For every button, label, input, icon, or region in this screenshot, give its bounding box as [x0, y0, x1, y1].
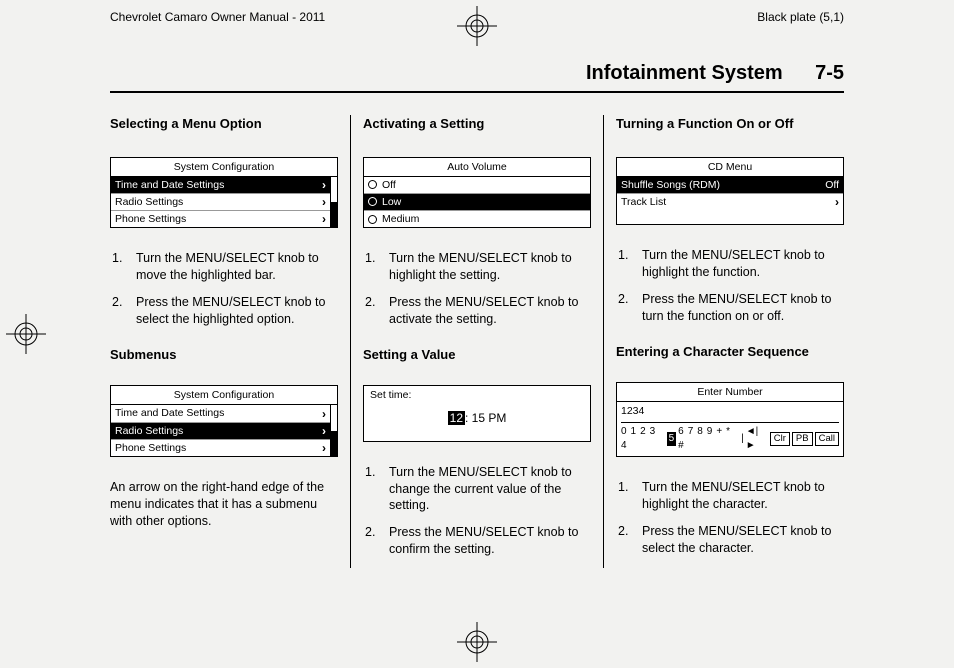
screen-auto-volume: Auto Volume Off Low Medium: [363, 157, 591, 229]
menu-row-label: Phone Settings: [115, 441, 186, 455]
step-item: Turn the MENU/SELECT knob to move the hi…: [110, 250, 338, 284]
menu-row: Track List ›: [617, 194, 843, 210]
menu-row-label: Shuffle Songs (RDM): [621, 178, 720, 192]
page-title: Infotainment System: [586, 62, 783, 84]
screen-set-time: Set time: 12: 15 PM: [363, 385, 591, 441]
step-item: Turn the MENU/SELECT knob to change the …: [363, 464, 591, 515]
menu-row: Radio Settings ›: [111, 423, 330, 440]
step-item: Turn the MENU/SELECT knob to highlight t…: [616, 247, 844, 281]
heading-setting-value: Setting a Value: [363, 346, 591, 364]
screen-system-config-1: System Configuration Time and Date Setti…: [110, 157, 338, 229]
scrollbar-icon: [330, 177, 337, 228]
menu-row-label: Track List: [621, 195, 666, 209]
step-item: Press the MENU/SELECT knob to confirm th…: [363, 524, 591, 558]
column-1: Selecting a Menu Option System Configura…: [110, 115, 350, 568]
radio-icon: [368, 180, 377, 189]
crop-mark-top: [457, 6, 497, 46]
menu-row-label: Low: [382, 195, 401, 209]
chevron-right-icon: ›: [322, 179, 326, 191]
screen-enter-number: Enter Number 1234 0 1 2 3 4 5 6 7 8 9 + …: [616, 382, 844, 457]
screen-title: Enter Number: [617, 383, 843, 402]
header-right: Black plate (5,1): [757, 10, 844, 24]
menu-row-label: Time and Date Settings: [115, 178, 224, 192]
heading-submenus: Submenus: [110, 346, 338, 364]
steps-list: Turn the MENU/SELECT knob to highlight t…: [616, 479, 844, 557]
chevron-right-icon: ›: [322, 196, 326, 208]
screen-title: Auto Volume: [364, 158, 590, 177]
keypad-row: 0 1 2 3 4 5 6 7 8 9 + * # |◄|► Clr PB Ca…: [621, 422, 839, 456]
step-item: Press the MENU/SELECT knob to turn the f…: [616, 291, 844, 325]
menu-row: Time and Date Settings ›: [111, 405, 330, 422]
heading-entering-chars: Entering a Character Sequence: [616, 343, 844, 361]
step-item: Press the MENU/SELECT knob to select the…: [616, 523, 844, 557]
crop-mark-bottom: [457, 622, 497, 662]
highlighted-key: 5: [667, 432, 677, 446]
column-2: Activating a Setting Auto Volume Off Low M…: [350, 115, 603, 568]
chevron-right-icon: ›: [322, 213, 326, 225]
radio-icon: [368, 197, 377, 206]
menu-row: Medium: [364, 211, 590, 227]
call-button: Call: [815, 432, 839, 447]
clr-button: Clr: [770, 432, 790, 447]
menu-row: Phone Settings ›: [111, 440, 330, 456]
menu-row: Off: [364, 177, 590, 194]
menu-row: Time and Date Settings ›: [111, 177, 330, 194]
column-3: Turning a Function On or Off CD Menu Shu…: [603, 115, 844, 568]
set-time-label: Set time:: [364, 386, 590, 404]
keys-before: 0 1 2 3 4: [621, 425, 665, 452]
screen-system-config-2: System Configuration Time and Date Setti…: [110, 385, 338, 457]
heading-selecting-menu-option: Selecting a Menu Option: [110, 115, 338, 133]
step-item: Turn the MENU/SELECT knob to highlight t…: [363, 250, 591, 284]
screen-title: System Configuration: [111, 386, 337, 405]
chevron-right-icon: ›: [835, 196, 839, 208]
menu-row: Phone Settings ›: [111, 211, 330, 227]
heading-turning-function: Turning a Function On or Off: [616, 115, 844, 133]
menu-row-label: Time and Date Settings: [115, 406, 224, 420]
menu-row-label: Radio Settings: [115, 195, 183, 209]
steps-list: Turn the MENU/SELECT knob to change the …: [363, 464, 591, 558]
menu-row: Low: [364, 194, 590, 211]
chevron-right-icon: ›: [322, 425, 326, 437]
chevron-right-icon: ›: [322, 408, 326, 420]
steps-list: Turn the MENU/SELECT knob to move the hi…: [110, 250, 338, 328]
screen-title: CD Menu: [617, 158, 843, 177]
step-item: Press the MENU/SELECT knob to activate t…: [363, 294, 591, 328]
keys-after: 6 7 8 9 + * #: [678, 425, 739, 452]
screen-cd-menu: CD Menu Shuffle Songs (RDM) Off Track List…: [616, 157, 844, 226]
menu-row-label: Radio Settings: [115, 424, 183, 438]
menu-row-label: Off: [382, 178, 396, 192]
scrollbar-icon: [330, 405, 337, 456]
menu-row-label: Medium: [382, 212, 419, 226]
menu-row: Shuffle Songs (RDM) Off: [617, 177, 843, 194]
steps-list: Turn the MENU/SELECT knob to highlight t…: [363, 250, 591, 328]
step-item: Turn the MENU/SELECT knob to highlight t…: [616, 479, 844, 513]
page-number: 7-5: [815, 62, 844, 84]
menu-row-value: Off: [825, 178, 839, 192]
crop-mark-left: [6, 314, 46, 354]
menu-row: Radio Settings ›: [111, 194, 330, 211]
steps-list: Turn the MENU/SELECT knob to highlight t…: [616, 247, 844, 325]
screen-title: System Configuration: [111, 158, 337, 177]
radio-icon: [368, 215, 377, 224]
entered-digits: 1234: [621, 404, 839, 422]
paragraph-submenu-note: An arrow on the right-hand edge of the m…: [110, 479, 338, 530]
highlighted-hour: 12: [448, 411, 465, 425]
header-left: Chevrolet Camaro Owner Manual - 2011: [110, 10, 325, 24]
step-item: Press the MENU/SELECT knob to select the…: [110, 294, 338, 328]
menu-row-label: Phone Settings: [115, 212, 186, 226]
set-time-value: 12: 15 PM: [364, 404, 590, 440]
time-rest: : 15 PM: [465, 411, 506, 425]
pb-button: PB: [792, 432, 813, 447]
chevron-right-icon: ›: [322, 442, 326, 454]
heading-activating-setting: Activating a Setting: [363, 115, 591, 133]
